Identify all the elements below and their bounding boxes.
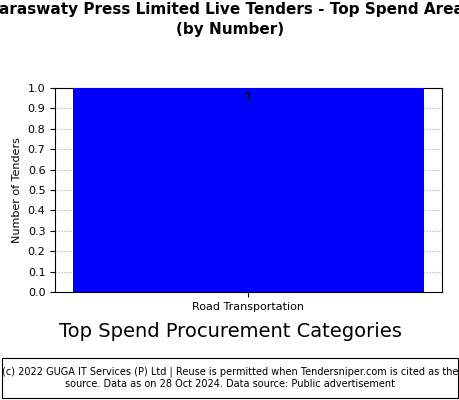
Y-axis label: Number of Tenders: Number of Tenders <box>12 137 22 243</box>
FancyBboxPatch shape <box>2 358 457 398</box>
Text: (by Number): (by Number) <box>175 22 284 37</box>
Text: Top Spend Procurement Categories: Top Spend Procurement Categories <box>58 322 401 341</box>
Text: Saraswaty Press Limited Live Tenders - Top Spend Areas: Saraswaty Press Limited Live Tenders - T… <box>0 2 459 17</box>
Text: (c) 2022 GUGA IT Services (P) Ltd | Reuse is permitted when Tendersniper.com is : (c) 2022 GUGA IT Services (P) Ltd | Reus… <box>2 367 457 389</box>
Text: 1: 1 <box>244 92 252 102</box>
